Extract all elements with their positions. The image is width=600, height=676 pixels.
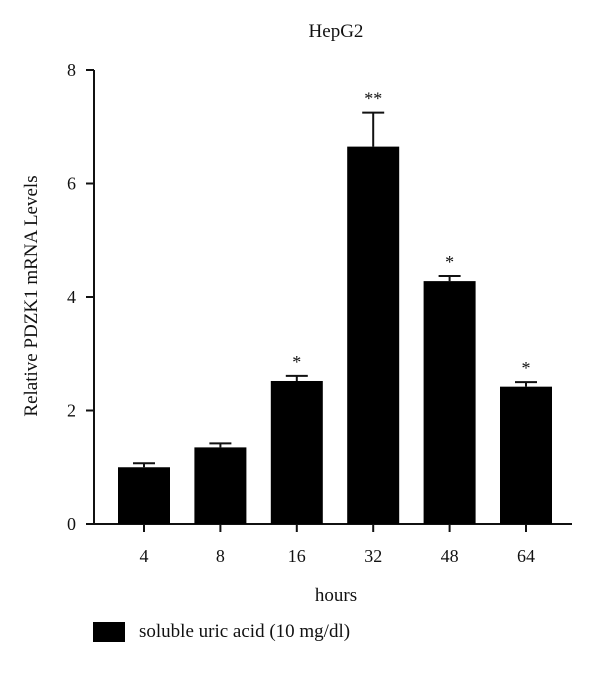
significance-marker: *: [522, 358, 531, 378]
bar: [500, 386, 552, 524]
bar: [118, 467, 170, 524]
y-axis-label: Relative PDZK1 mRNA Levels: [21, 175, 42, 416]
x-axis-label: hours: [315, 585, 357, 606]
axes: [86, 69, 572, 532]
y-tick-label: 4: [67, 287, 76, 307]
x-tick-label: 48: [441, 546, 459, 566]
x-tick-label: 64: [517, 546, 535, 566]
bar: [270, 380, 323, 524]
legend-label: soluble uric acid (10 mg/dl): [139, 621, 351, 642]
chart-title: HepG2: [309, 21, 364, 42]
x-tick-label: 8: [216, 546, 225, 566]
legend: soluble uric acid (10 mg/dl): [93, 621, 350, 643]
significance-marker: *: [292, 352, 301, 372]
y-tick-label: 0: [67, 514, 76, 534]
x-tick-label: 32: [364, 546, 382, 566]
x-tick-label: 16: [288, 546, 306, 566]
bars: [118, 111, 552, 525]
bar: [194, 447, 247, 524]
bar: [423, 281, 476, 524]
bar: [347, 146, 400, 525]
x-tick-label: 4: [140, 546, 149, 566]
significance-marker: *: [445, 252, 454, 272]
legend-swatch: [93, 622, 125, 642]
y-tick-label: 8: [67, 60, 76, 80]
y-tick-label: 6: [67, 174, 76, 194]
significance-marker: **: [364, 89, 382, 109]
y-tick-label: 2: [67, 401, 76, 421]
